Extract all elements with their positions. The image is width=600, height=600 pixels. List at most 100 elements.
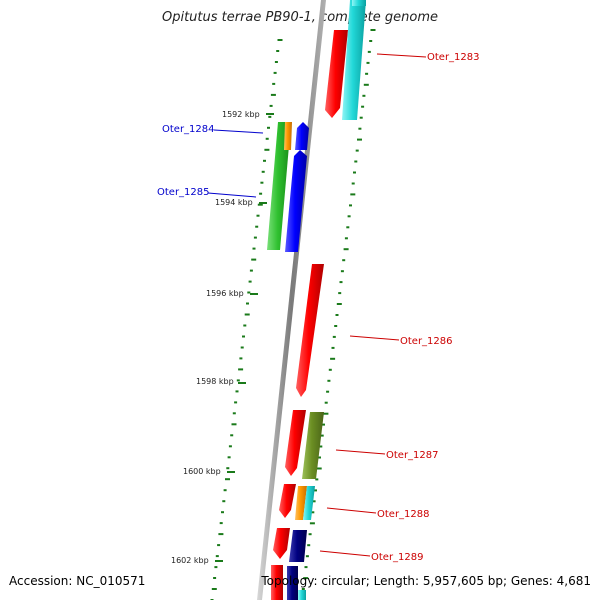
tick-dot: [336, 303, 342, 305]
tick-dot: [215, 555, 219, 558]
tick-dot: [244, 313, 250, 316]
tick-dot: [354, 160, 358, 163]
gene-bar-navy-partial[interactable]: [287, 566, 298, 600]
gene-bar-olive[interactable]: [302, 412, 324, 479]
tick-dot: [347, 215, 351, 218]
gene-arrow-red[interactable]: [325, 30, 348, 118]
gene-bar-green[interactable]: [267, 122, 291, 250]
tick-dot: [312, 500, 316, 503]
scale-label: 1602 kbp: [171, 556, 209, 565]
tick-dot: [349, 204, 352, 207]
tick-dot: [211, 588, 217, 590]
tick-dot: [226, 467, 230, 470]
tick-dot: [319, 445, 323, 448]
tick-dot: [303, 577, 309, 580]
tick-dot: [316, 467, 322, 470]
tick-dot: [252, 247, 256, 250]
tick-dot: [260, 181, 264, 184]
tick-dot: [344, 237, 348, 240]
tick-dot: [269, 104, 273, 107]
gene-label[interactable]: Oter_1286: [400, 336, 453, 347]
gene-bar-cyan[interactable]: [303, 486, 315, 520]
tick-dot: [318, 456, 321, 459]
tick-dot: [351, 182, 355, 185]
tick-dot: [335, 314, 339, 316]
tick-dot: [274, 61, 278, 63]
tick-dot: [326, 390, 330, 393]
accession-text: Accession: NC_010571: [9, 574, 146, 588]
tick-dot: [243, 324, 247, 327]
scale-labels: 1592 kbp 1594 kbp 1596 kbp 1598 kbp 1600…: [171, 110, 260, 565]
tick-dot: [369, 40, 373, 42]
tick-dot: [323, 412, 329, 415]
gene-arrow-blue-small[interactable]: [295, 122, 309, 150]
tick-dot: [231, 423, 237, 426]
tick-dot: [222, 500, 226, 503]
tick-dot: [342, 259, 346, 262]
gene-label[interactable]: Oter_1289: [371, 552, 424, 563]
tick-dot: [340, 270, 344, 273]
tick-dot: [246, 302, 249, 305]
gene-bar-cyan-partial[interactable]: [298, 590, 306, 600]
tick-dot: [259, 192, 263, 195]
gene-label[interactable]: Oter_1288: [377, 509, 430, 520]
tick-dot: [267, 126, 270, 129]
genome-summary-text: Topology: circular; Length: 5,957,605 bp…: [261, 574, 591, 588]
tick-dot: [255, 225, 259, 228]
gene-arrow-red[interactable]: [273, 528, 290, 559]
gene-bar-cyan-top[interactable]: [352, 0, 366, 6]
tick-dot: [366, 61, 370, 64]
gene-bar-red-partial[interactable]: [271, 565, 283, 600]
tick-dot: [251, 258, 257, 261]
leader-line: [207, 192, 257, 198]
gene-label[interactable]: Oter_1283: [427, 52, 480, 63]
gene-bar-orange[interactable]: [284, 122, 292, 150]
tick-dot: [234, 401, 238, 404]
gene-arrow-red[interactable]: [285, 410, 306, 476]
tick-dot: [308, 533, 312, 536]
tick-dot: [263, 159, 266, 162]
tick-dot: [307, 544, 311, 547]
tick-dot: [315, 478, 319, 481]
scale-label: 1600 kbp: [183, 467, 221, 476]
tick-dot: [227, 456, 231, 459]
scale-label: 1592 kbp: [222, 110, 260, 119]
tick-dot: [235, 390, 239, 393]
gene-bar-navy[interactable]: [289, 530, 307, 562]
tick-dot: [324, 401, 328, 404]
tick-dot: [219, 522, 223, 525]
tick-dot: [365, 72, 369, 75]
scale-label: 1594 kbp: [215, 198, 253, 207]
leader-line: [376, 53, 427, 58]
tick-dot: [309, 522, 315, 525]
tick-dot: [320, 434, 324, 437]
genome-backbone: [257, 0, 326, 600]
gene-label[interactable]: Oter_1284: [162, 124, 215, 135]
tick-dot: [350, 193, 356, 196]
gene-label[interactable]: Oter_1287: [386, 450, 439, 461]
tick-dot: [225, 478, 230, 481]
gene-bar-cyan[interactable]: [342, 0, 366, 120]
scale-label: 1598 kbp: [196, 377, 234, 386]
gene-arrow-blue[interactable]: [285, 150, 307, 252]
leader-line: [335, 449, 386, 455]
tick-dot: [213, 577, 217, 579]
tick-dot: [311, 511, 315, 514]
tick-dot: [334, 325, 338, 327]
tick-dot: [331, 346, 335, 349]
genome-title: Opitutus terrae PB90-1, complete genome: [161, 10, 439, 25]
tick-dot: [228, 445, 232, 448]
gene-arrow-red[interactable]: [279, 484, 296, 518]
tick-dot: [221, 511, 224, 514]
tick-dot: [273, 71, 277, 74]
tick-dot: [361, 105, 365, 108]
tick-dot: [359, 116, 363, 119]
tick-dot: [355, 149, 359, 152]
tick-dot: [301, 588, 305, 590]
tick-dot: [261, 170, 265, 173]
leader-line: [213, 129, 264, 134]
gene-arrow-red-long[interactable]: [296, 264, 324, 397]
gene-label[interactable]: Oter_1285: [157, 187, 210, 198]
